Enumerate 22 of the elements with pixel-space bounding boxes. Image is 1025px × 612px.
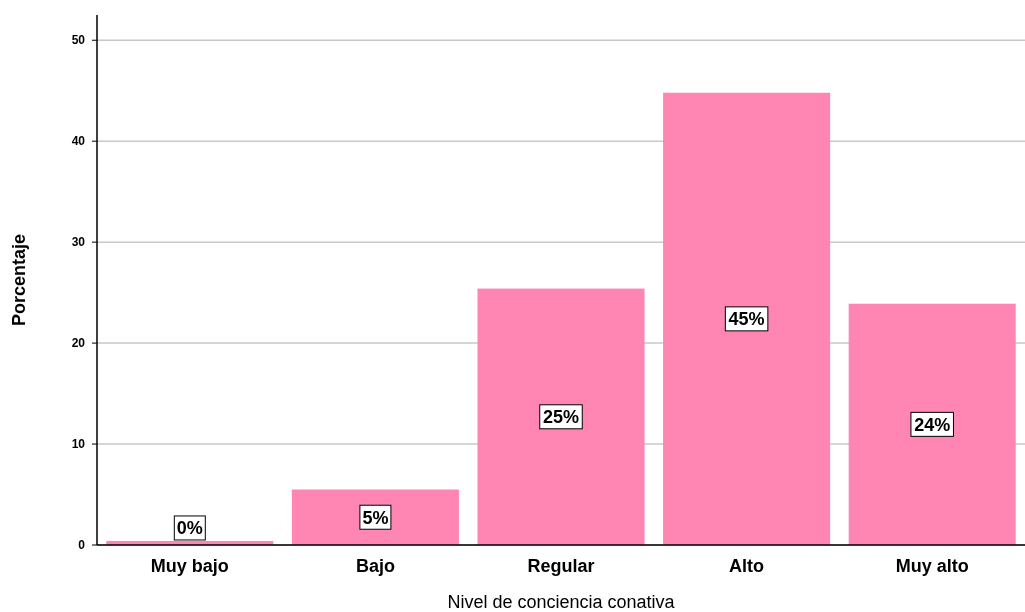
y-tick-label: 40: [71, 134, 86, 149]
bar: [663, 92, 831, 545]
x-tick-label: Bajo: [355, 556, 395, 576]
x-tick-label: Alto: [729, 556, 765, 576]
data-label: 24%: [914, 414, 951, 435]
bar: [477, 288, 645, 545]
x-axis-title: Nivel de conciencia conativa: [447, 592, 676, 612]
data-label: 0%: [176, 518, 203, 539]
bar: [848, 303, 1016, 545]
x-tick-label: Regular: [527, 556, 595, 576]
data-label: 5%: [362, 507, 389, 528]
y-tick-label: 10: [71, 437, 86, 452]
y-tick-label: 20: [71, 336, 86, 351]
y-axis-title: Porcentaje: [9, 233, 29, 327]
x-tick-label: Muy bajo: [150, 556, 229, 576]
y-tick-label: 0: [78, 538, 86, 552]
bar: [291, 489, 459, 545]
data-label: 45%: [728, 309, 765, 330]
y-tick-label: 30: [71, 235, 86, 250]
data-label: 25%: [542, 407, 580, 428]
x-tick-label: Muy alto: [895, 556, 969, 576]
y-tick-label: 50: [71, 33, 86, 48]
